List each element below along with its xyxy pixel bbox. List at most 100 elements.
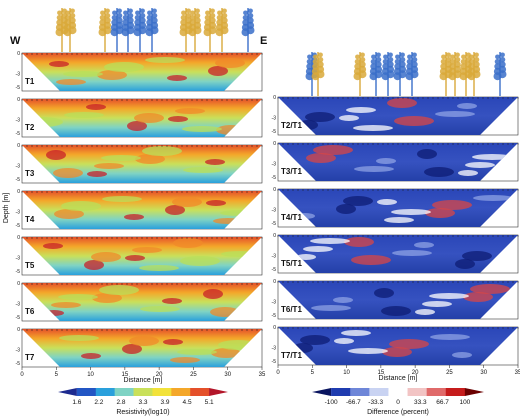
depth-tick-label: 0 (273, 95, 276, 101)
tree-icon (203, 8, 217, 52)
colorbar-segment (388, 388, 408, 396)
colorbar-segment (426, 388, 447, 396)
anomaly-blobs (43, 238, 261, 271)
anomaly-blobs (46, 146, 225, 178)
colorbar-tick-label: 5.1 (205, 399, 214, 406)
depth-tick-label: 0 (273, 325, 276, 331)
x-tick-label: 30 (224, 372, 231, 378)
tree-icon (448, 52, 462, 96)
depth-tick-label: -5 (16, 85, 21, 91)
section-label: T7 (25, 353, 35, 362)
colorbar-cap (209, 388, 228, 396)
difference-colorbar-label: Difference (percent) (367, 409, 429, 416)
colorbar-tick-label: 3.3 (138, 399, 147, 406)
depth-tick-label: -3 (16, 255, 21, 261)
tree-icon (145, 8, 159, 52)
depth-tick-label: -3 (16, 347, 21, 353)
tree-icon (121, 8, 135, 52)
section-label: T5/T1 (281, 259, 302, 268)
x-tick-label: 10 (343, 370, 350, 376)
tree-icon (241, 8, 255, 52)
depth-tick-label: -5 (16, 361, 21, 367)
colorbar-tick-label: -100 (325, 399, 338, 406)
tree-icon (405, 52, 419, 96)
section-label: T6/T1 (281, 305, 302, 314)
difference-x-axis: 0 5 10 15 20 25 30 35 (276, 365, 520, 376)
anomaly-blobs (293, 330, 472, 358)
depth-tick-label: 0 (17, 281, 20, 287)
colorbar-cap (312, 388, 332, 396)
depth-tick-label: -5 (16, 315, 21, 321)
tree-icon (369, 52, 383, 96)
depth-tick-label: 0 (273, 141, 276, 147)
section-fill (22, 191, 262, 229)
section-label: T2 (25, 123, 35, 132)
depth-tick-label: -5 (272, 267, 277, 273)
x-tick-label: 15 (122, 372, 129, 378)
section-fill (278, 189, 518, 227)
depth-tick-label: -5 (272, 175, 277, 181)
tree-icon (188, 8, 202, 52)
colorbar-segment (369, 388, 389, 396)
depth-tick-label: -3 (16, 71, 21, 77)
anomaly-blobs (49, 57, 245, 85)
depth-tick-label: -5 (272, 359, 277, 365)
section-T7: 0 -3 -5 T7 (16, 327, 263, 368)
section-fill (22, 283, 262, 321)
depth-tick-label: -5 (16, 131, 21, 137)
section-label: T7/T1 (281, 351, 302, 360)
x-tick-label: 20 (156, 372, 163, 378)
section-label: T1 (25, 77, 35, 86)
section-T6-T1: 0 -3 -5 T6/T1 (272, 279, 519, 320)
x-tick-label: 35 (515, 370, 520, 376)
colorbar-segment (171, 388, 191, 396)
depth-tick-label: 0 (17, 189, 20, 195)
section-T3: 0 -3 -5 T3 (16, 143, 263, 184)
resistivity-x-axis: 0 5 10 15 20 25 30 35 (20, 367, 266, 378)
x-tick-label: 35 (259, 372, 266, 378)
colorbar-tick-label: 3.9 (161, 399, 170, 406)
colorbar-segment (133, 388, 153, 396)
difference-x-axis-title: Distance [m] (379, 375, 418, 382)
depth-tick-label: 0 (17, 235, 20, 241)
section-T4-T1: 0 -3 -5 T4/T1 (272, 187, 519, 228)
depth-tick-label: -3 (272, 207, 277, 213)
tree-icon (215, 8, 229, 52)
resistivity-x-axis-title: Distance [m] (124, 377, 163, 384)
tree-icon (63, 8, 77, 52)
section-label: T5 (25, 261, 35, 270)
depth-tick-label: 0 (17, 51, 20, 57)
x-tick-label: 0 (276, 370, 280, 376)
tree-icon (353, 52, 367, 96)
depth-tick-label: -3 (16, 209, 21, 215)
x-tick-label: 20 (412, 370, 419, 376)
colorbar-segment (445, 388, 466, 396)
anomaly-blobs (295, 195, 513, 223)
section-label: T3 (25, 169, 35, 178)
tree-icon (493, 52, 507, 96)
section-label: T2/T1 (281, 121, 302, 130)
west-label: W (10, 35, 21, 47)
x-tick-label: 25 (190, 372, 197, 378)
tree-icon (98, 8, 112, 52)
resistivity-colorbar-label: Resistivity(log10) (116, 409, 169, 416)
depth-tick-label: -3 (16, 117, 21, 123)
resistivity-colorbar: 1.6 2.2 2.8 3.3 3.9 4.5 5.1 (58, 388, 228, 406)
colorbar-segment (407, 388, 427, 396)
colorbar-tick-label: 0 (396, 399, 400, 406)
depth-tick-label: -5 (272, 221, 277, 227)
tree-icon (381, 52, 395, 96)
colorbar-tick-label: 4.5 (183, 399, 192, 406)
section-T6: 0 -3 -5 T6 (16, 281, 263, 322)
depth-tick-label: -5 (16, 177, 21, 183)
depth-tick-label: -3 (272, 115, 277, 121)
tree-icon (467, 52, 481, 96)
tree-icon (110, 8, 124, 52)
colorbar-tick-label: -66.7 (346, 399, 361, 406)
east-label: E (260, 35, 267, 47)
depth-tick-label: -5 (16, 223, 21, 229)
depth-tick-label: -3 (272, 253, 277, 259)
tree-icon (133, 8, 147, 52)
depth-tick-label: -5 (272, 129, 277, 135)
x-tick-label: 25 (446, 370, 453, 376)
